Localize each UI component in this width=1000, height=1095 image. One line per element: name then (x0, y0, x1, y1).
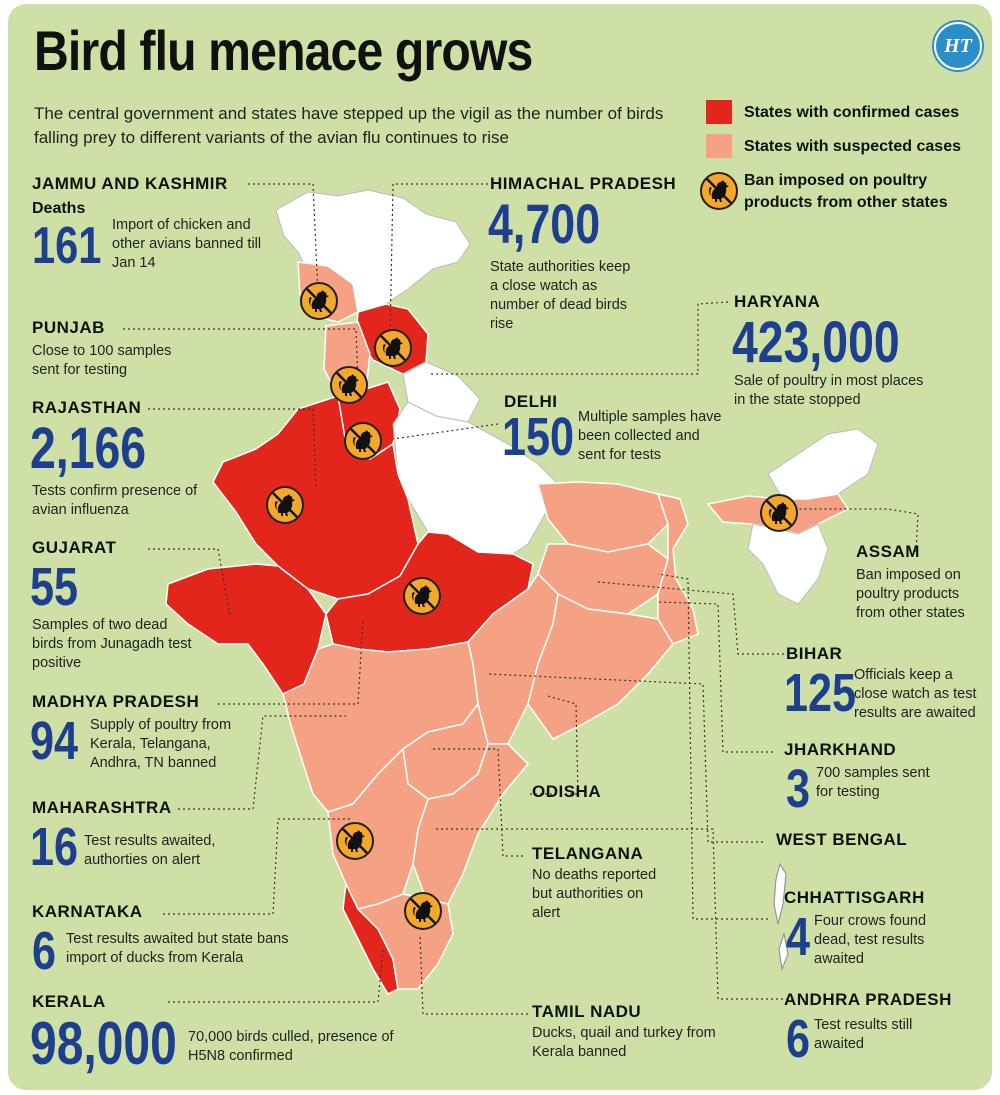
jharkhand-number: 3 (786, 759, 811, 819)
rooster-ban-icon (272, 492, 298, 518)
maharashtra-name: MAHARASHTRA (32, 798, 172, 817)
rooster-ban-icon (350, 428, 376, 454)
kerala-name: KERALA (32, 992, 106, 1011)
hp-number: 4,700 (488, 192, 601, 255)
bihar-name: BIHAR (786, 644, 843, 663)
ht-logo: HT (934, 22, 982, 70)
rooster-ban-icon (306, 288, 332, 314)
assam-name: ASSAM (856, 542, 920, 561)
legend-label-suspected: States with suspected cases (744, 138, 961, 155)
jk-desc: Import of chicken and other avians banne… (112, 217, 262, 271)
delhi-name: DELHI (504, 392, 558, 411)
telangana-name: TELANGANA (532, 844, 644, 863)
maharashtra-desc: Test results awaited, authorties on aler… (84, 833, 216, 868)
haryana-name: HARYANA (734, 292, 821, 311)
rooster-ban-icon (766, 500, 792, 526)
kerala-desc: 70,000 birds culled, presence of H5N8 co… (188, 1029, 394, 1064)
jk-deaths-label: Deaths (32, 200, 86, 217)
ap-desc: Test results still awaited (814, 1017, 913, 1052)
jk-number: 161 (32, 217, 102, 275)
rooster-ban-icon (342, 828, 368, 854)
hp-desc: State authorities keep a close watch as … (490, 259, 631, 332)
rooster-ban-icon (336, 372, 362, 398)
bihar-number: 125 (784, 663, 857, 723)
jk-name: JAMMU AND KASHMIR (32, 174, 228, 193)
ban-badge-himachal (374, 329, 412, 367)
rajasthan-number: 2,166 (30, 416, 147, 481)
page-title: Bird flu menace grows (34, 19, 533, 82)
map-region-andaman (773, 862, 787, 925)
haryana-number: 423,000 (732, 310, 900, 375)
leader-lines (123, 183, 919, 1015)
ban-badge-karnataka (336, 822, 374, 860)
rooster-ban-icon (706, 178, 732, 204)
jharkhand-name: JHARKHAND (784, 740, 897, 759)
ban-badge-mp (403, 577, 441, 615)
ap-name: ANDHRA PRADESH (784, 990, 952, 1009)
odisha-name: ODISHA (532, 782, 602, 801)
map-region-bihar (537, 481, 669, 553)
kerala-number: 98,000 (30, 1010, 177, 1077)
jharkhand-desc: 700 samples sent for testing (816, 765, 930, 800)
gujarat-desc: Samples of two dead birds from Junagadh … (32, 617, 192, 671)
map-region-west-bengal (656, 492, 699, 645)
legend-swatch-suspected (706, 134, 732, 158)
chhattisgarh-number: 4 (786, 907, 811, 967)
rajasthan-name: RAJASTHAN (32, 398, 142, 417)
gujarat-number: 55 (30, 557, 79, 617)
bihar-desc: Officials keep a close watch as test res… (854, 667, 977, 721)
ban-badge-rajasthan (266, 486, 304, 524)
rooster-ban-icon (380, 335, 406, 361)
legend-label-ban: Ban imposed on poultry products from oth… (744, 172, 948, 211)
ban-badge-haryana (344, 422, 382, 460)
legend-label-confirmed: States with confirmed cases (744, 104, 960, 121)
karnataka-number: 6 (32, 921, 57, 981)
map-region-andhra-pradesh (412, 743, 530, 905)
assam-desc: Ban imposed on poultry products from oth… (856, 567, 965, 621)
legend-rooster-ban-icon (700, 172, 738, 210)
tn-name: TAMIL NADU (532, 1002, 642, 1021)
ban-badge-punjab (330, 366, 368, 404)
rooster-ban-icon (409, 583, 435, 609)
delhi-number: 150 (502, 407, 575, 467)
map-region-uttar-pradesh (392, 401, 557, 555)
tn-desc: Ducks, quail and turkey from Kerala bann… (532, 1025, 716, 1060)
punjab-name: PUNJAB (32, 318, 105, 337)
rajasthan-desc: Tests confirm presence of avian influenz… (32, 483, 198, 518)
ban-badge-jk (300, 282, 338, 320)
infographic-card: Bird flu menace grows The central govern… (8, 4, 992, 1090)
westbengal-name: WEST BENGAL (776, 830, 908, 849)
page-subtitle: The central government and states have s… (34, 104, 664, 147)
telangana-desc: No deaths reported but authorities on al… (532, 867, 657, 921)
mp-desc: Supply of poultry from Kerala, Telangana… (90, 717, 232, 771)
mp-number: 94 (30, 711, 79, 771)
ban-badge-assam (760, 494, 798, 532)
chhattisgarh-desc: Four crows found dead, test results awai… (814, 913, 927, 967)
karnataka-desc: Test results awaited but state bans impo… (66, 931, 289, 966)
gujarat-name: GUJARAT (32, 538, 117, 557)
maharashtra-number: 16 (30, 817, 79, 877)
chhattisgarh-name: CHHATTISGARH (784, 888, 925, 907)
karnataka-name: KARNATAKA (32, 902, 143, 921)
punjab-desc: Close to 100 samples sent for testing (32, 343, 172, 378)
map-region-odisha (527, 592, 674, 740)
mp-name: MADHYA PRADESH (32, 692, 200, 711)
delhi-desc: Multiple samples have been collected and… (578, 409, 722, 463)
rooster-ban-icon (410, 898, 436, 924)
map-region-northeast-south (747, 523, 829, 605)
ban-badge-tamil-nadu (404, 892, 442, 930)
haryana-desc: Sale of poultry in most places in the st… (734, 373, 924, 408)
legend-swatch-confirmed (706, 100, 732, 124)
ap-number: 6 (786, 1009, 811, 1069)
hp-name: HIMACHAL PRADESH (490, 174, 677, 193)
